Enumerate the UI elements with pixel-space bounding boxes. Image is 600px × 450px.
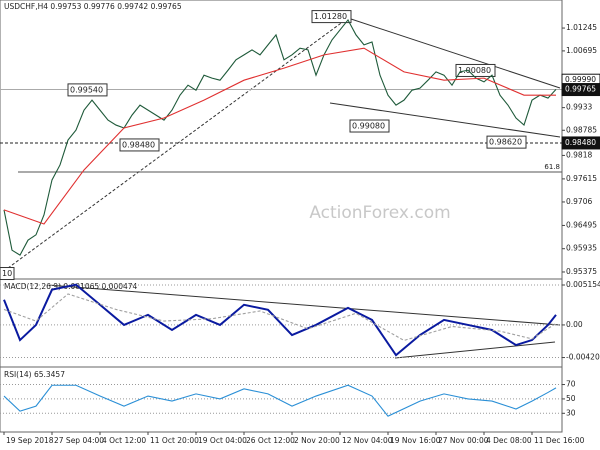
x-tick-label: 2 Nov 20:00: [294, 436, 340, 445]
x-tick-label: 19 Nov 16:00: [390, 436, 441, 445]
trendline: [394, 341, 556, 359]
annotation-box: [67, 83, 108, 97]
chart-title: RSI(14) 65.3457: [4, 370, 65, 379]
annotation-label: 0.98620: [489, 138, 522, 147]
x-tick-label: 27 Nov 00:00: [438, 436, 489, 445]
series-line: [3, 47, 556, 225]
annotation-label: 0.99080: [352, 122, 385, 131]
y-tick-label: 0.005154: [566, 280, 600, 289]
trendline: [47, 284, 561, 326]
price-box-label: 0.98480: [565, 138, 596, 147]
x-tick-label: 19 Sep 2018: [6, 436, 54, 445]
y-tick-label: 0.96495: [566, 220, 597, 229]
price-box-label: 0.99765: [565, 85, 596, 94]
y-tick-label: 30: [566, 408, 576, 417]
watermark: ActionForex.com: [309, 203, 450, 223]
trendline: [347, 17, 561, 89]
annotation-label: 0.98480: [122, 140, 155, 149]
annotation-label: 0.99540: [70, 85, 103, 94]
y-tick-label: 0.95935: [566, 244, 597, 253]
annotation-box: [349, 119, 390, 133]
x-tick-label: 11 Dec 16:00: [534, 436, 585, 445]
series-line: [3, 283, 557, 357]
price-box: [561, 136, 600, 150]
y-tick-label: 50: [566, 394, 576, 403]
x-tick-label: 26 Oct 12:00: [246, 436, 295, 445]
annotation-box: [0, 267, 15, 281]
trendline: [329, 102, 561, 138]
y-tick-label: 0.9818: [566, 150, 592, 159]
price-box: [561, 83, 600, 97]
annotation-box: [486, 135, 527, 149]
y-tick-label: 0.97615: [566, 174, 597, 183]
annotation-box: [311, 10, 352, 24]
y-tick-label: 0.95375: [566, 267, 597, 276]
x-tick-label: 4 Oct 12:00: [102, 436, 146, 445]
annotation-label: 1.01280: [314, 12, 347, 21]
y-tick-label: 0.00: [566, 320, 583, 329]
x-tick-label: 4 Dec 08:00: [486, 436, 532, 445]
x-tick-label: 19 Oct 04:00: [198, 436, 247, 445]
series-line: [3, 18, 557, 256]
y-tick-label: 0.98785: [566, 125, 597, 134]
x-tick-label: 12 Nov 04:00: [342, 436, 393, 445]
y-tick-label: 1.01245: [566, 23, 597, 32]
y-tick-label: -0.004209: [566, 353, 600, 362]
x-tick-label: 11 Oct 20:00: [150, 436, 199, 445]
y-tick-label: 1.00695: [566, 46, 597, 55]
fib-label: 61.8: [544, 163, 560, 171]
y-tick-label: 0.9933: [566, 103, 592, 112]
annotation-box: [119, 138, 160, 152]
annotation-label: 1.00080: [458, 66, 491, 75]
chart-title: USDCHF,H4 0.99753 0.99776 0.99742 0.9976…: [4, 2, 182, 11]
annotation-box: [455, 63, 496, 77]
y-tick-label: 70: [566, 380, 576, 389]
y-tick-label: 0.9706: [566, 197, 592, 206]
x-tick-label: 27 Sep 04:00: [54, 436, 104, 445]
annotation-label: 10: [2, 269, 12, 278]
series-line: [3, 384, 557, 417]
price-box-label: 0.99990: [565, 75, 596, 84]
